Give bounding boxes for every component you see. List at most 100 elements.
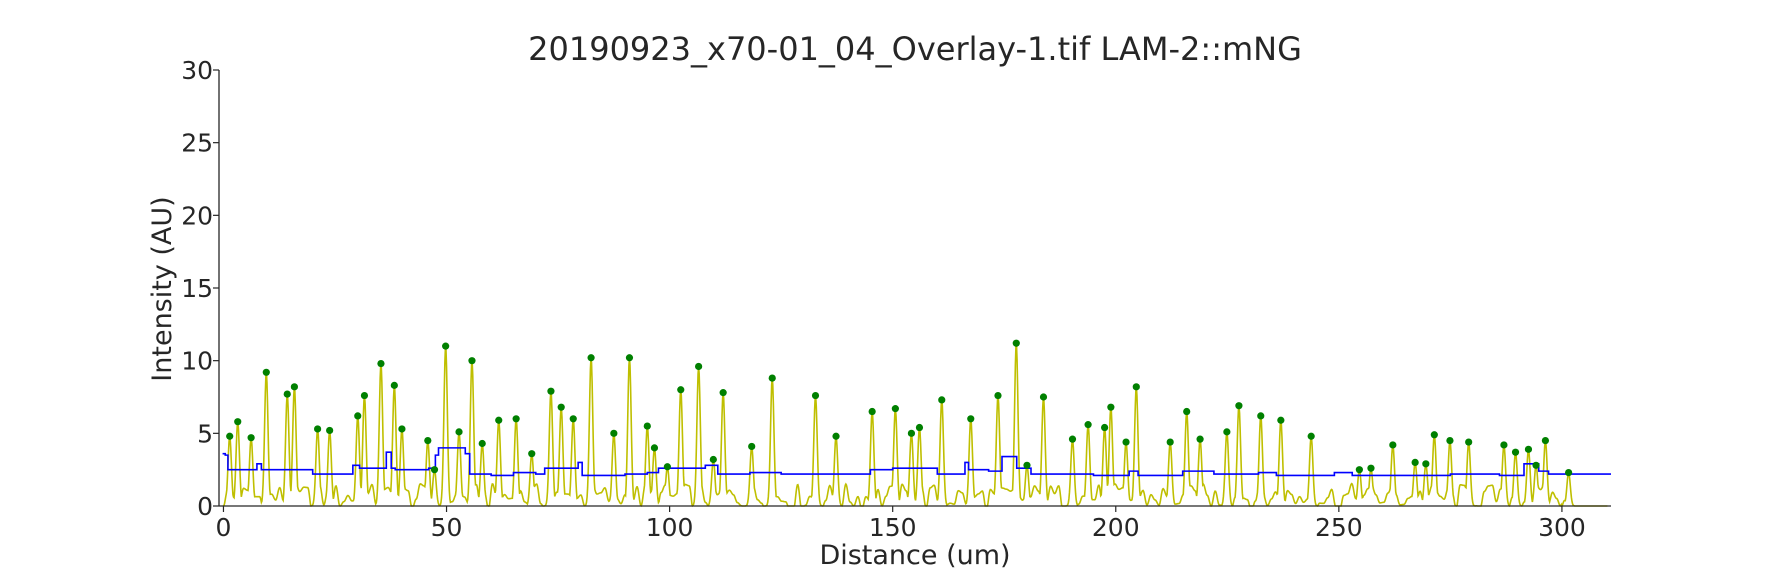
- peak-marker: [1446, 437, 1454, 445]
- peak-marker: [994, 391, 1002, 400]
- x-tick-label: 150: [869, 513, 917, 542]
- peak-marker: [625, 354, 634, 362]
- peak-marker: [557, 403, 565, 411]
- peak-marker: [1084, 421, 1092, 429]
- peak-marker: [610, 429, 618, 437]
- y-tick-label: 25: [181, 129, 213, 158]
- peak-marker: [1355, 466, 1363, 474]
- peak-marker: [1465, 438, 1473, 446]
- x-tick-label: 100: [646, 513, 694, 542]
- peak-marker: [1039, 393, 1048, 401]
- peak-marker: [967, 415, 975, 423]
- x-axis-ticks: 0 50 100 150 200 250 300: [216, 506, 1586, 542]
- peak-marker: [314, 425, 322, 433]
- peak-marker: [1307, 432, 1315, 440]
- peak-marker: [1068, 435, 1077, 443]
- y-tick-label: 20: [181, 201, 213, 230]
- peak-marker: [1257, 412, 1265, 420]
- y-tick-label: 0: [197, 492, 213, 521]
- peak-marker: [442, 342, 450, 350]
- peak-marker: [1196, 435, 1204, 443]
- peak-marker: [587, 354, 595, 362]
- y-axis-ticks: 0 5 10 15 20 25 30: [181, 56, 219, 521]
- peak-marker: [354, 412, 362, 420]
- peak-marker: [468, 357, 476, 365]
- peak-marker: [938, 396, 946, 404]
- peak-marker: [748, 442, 756, 451]
- peak-marker: [430, 466, 439, 474]
- peak-marker: [1565, 468, 1573, 477]
- peak-marker: [832, 432, 840, 440]
- peak-marker: [247, 434, 255, 442]
- peak-marker: [1500, 441, 1508, 449]
- peak-marker: [390, 381, 398, 389]
- x-axis-label: Distance (um): [819, 540, 1010, 571]
- peak-marker: [719, 389, 727, 397]
- peak-marker: [424, 437, 432, 445]
- peak-marker: [677, 386, 685, 394]
- peak-marker: [907, 429, 916, 437]
- signal-line: [222, 344, 1608, 508]
- x-tick-label: 50: [431, 513, 463, 542]
- peak-markers: [226, 339, 1573, 477]
- peak-marker: [1166, 438, 1174, 446]
- y-tick-label: 5: [197, 419, 213, 448]
- x-tick-label: 250: [1315, 513, 1363, 542]
- baseline-line: [222, 447, 1611, 477]
- peak-marker: [547, 387, 555, 395]
- peak-marker: [709, 455, 717, 464]
- peak-marker: [1012, 339, 1020, 347]
- peak-marker: [1132, 383, 1140, 391]
- peak-marker: [643, 422, 651, 430]
- peak-marker: [650, 444, 659, 452]
- peak-marker: [891, 405, 899, 413]
- peak-marker: [1277, 416, 1285, 424]
- peak-marker: [495, 416, 503, 424]
- y-tick-label: 30: [181, 56, 213, 85]
- peak-marker: [1411, 458, 1419, 466]
- peak-marker: [455, 428, 463, 436]
- peak-marker: [326, 426, 334, 435]
- peak-marker: [1122, 438, 1130, 446]
- peak-marker: [528, 450, 536, 458]
- y-axis-label: Intensity (AU): [147, 196, 178, 381]
- peak-marker: [234, 418, 242, 426]
- y-tick-label: 10: [181, 347, 213, 376]
- peak-marker: [377, 359, 385, 368]
- peak-marker: [663, 463, 671, 471]
- peak-marker: [1183, 407, 1191, 416]
- peak-marker: [569, 415, 577, 423]
- peak-marker: [1422, 460, 1430, 468]
- peak-marker: [1367, 464, 1375, 472]
- peak-marker: [868, 407, 876, 416]
- peak-marker: [398, 425, 406, 433]
- peak-marker: [262, 368, 270, 376]
- peak-marker: [1107, 403, 1115, 411]
- peak-marker: [283, 390, 291, 398]
- peak-marker: [1223, 428, 1231, 436]
- peak-marker: [478, 439, 486, 448]
- peak-marker: [1101, 423, 1109, 432]
- y-tick-label: 15: [181, 274, 213, 303]
- peak-marker: [811, 391, 820, 400]
- peak-marker: [1511, 448, 1520, 456]
- peak-marker: [290, 383, 298, 391]
- peak-marker: [1541, 437, 1550, 445]
- peak-marker: [1235, 402, 1243, 410]
- peak-marker: [1023, 461, 1031, 469]
- peak-marker: [1532, 461, 1540, 469]
- x-tick-label: 0: [216, 513, 232, 542]
- peak-marker: [1430, 431, 1438, 439]
- peak-marker: [1389, 441, 1397, 449]
- peak-marker: [768, 374, 776, 382]
- peak-marker: [1524, 445, 1533, 453]
- peak-marker: [226, 432, 234, 440]
- peak-marker: [915, 423, 924, 432]
- x-tick-label: 300: [1538, 513, 1586, 542]
- peak-marker: [695, 362, 703, 371]
- plot-area: [222, 339, 1611, 508]
- peak-marker: [512, 415, 520, 423]
- peak-marker: [360, 391, 369, 400]
- chart-title: 20190923_x70-01_04_Overlay-1.tif LAM-2::…: [528, 30, 1302, 68]
